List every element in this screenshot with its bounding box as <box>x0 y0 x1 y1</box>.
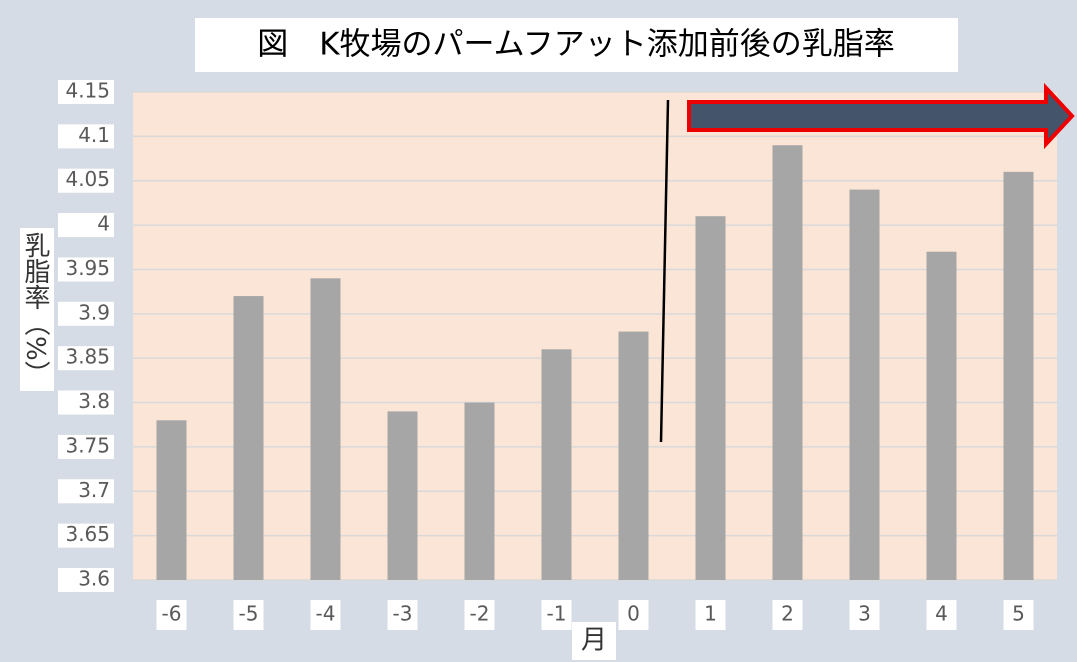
x-tick-label-box <box>618 600 649 630</box>
bar <box>618 331 649 580</box>
x-tick-label-box <box>464 600 495 630</box>
y-tick-label-box <box>58 80 114 104</box>
y-tick-label: 3.85 <box>65 345 110 369</box>
x-tick-label-box <box>772 600 803 630</box>
y-tick-label: 4.15 <box>65 79 110 103</box>
y-tick-label: 3.8 <box>78 389 110 413</box>
y-tick-label-box <box>58 168 114 193</box>
x-tick-label-box <box>310 600 341 630</box>
y-tick-label-box <box>58 257 114 282</box>
x-tick-label-box <box>1003 600 1034 630</box>
x-label-box <box>572 622 616 660</box>
x-tick-label: -6 <box>162 602 182 626</box>
x-tick-label: 3 <box>858 602 871 626</box>
x-tick-label: 0 <box>627 602 640 626</box>
x-tick-label: 5 <box>1012 602 1025 626</box>
y-tick-label: 3.9 <box>78 300 110 324</box>
divider-line <box>659 99 670 443</box>
y-tick-label: 3.7 <box>78 478 110 502</box>
y-tick-label: 4.1 <box>78 123 110 147</box>
bars <box>156 145 1034 580</box>
bar <box>310 278 341 580</box>
x-tick-label: -3 <box>393 602 413 626</box>
x-tick-label-box <box>926 600 957 630</box>
bar <box>464 402 495 580</box>
y-tick-label-box <box>58 346 114 371</box>
bar <box>541 349 572 580</box>
y-tick-label: 4.05 <box>65 167 110 191</box>
y-tick-label-box <box>58 523 114 548</box>
bar <box>233 296 264 580</box>
title-box <box>195 18 958 72</box>
bar <box>772 145 803 580</box>
y-tick-label-box <box>58 390 114 415</box>
x-tick-label: -4 <box>316 602 336 626</box>
x-tick-label-box <box>849 600 880 630</box>
y-tick-label: 3.6 <box>78 567 110 591</box>
y-axis-label: 乳脂率（%） <box>20 228 54 391</box>
bar <box>1003 171 1034 580</box>
x-tick-label: -2 <box>470 602 490 626</box>
y-tick-label: 3.95 <box>65 256 110 280</box>
x-axis-label: 月 <box>581 626 607 656</box>
x-tick-label-box <box>233 600 264 630</box>
bar <box>849 189 880 580</box>
x-tick-label: 1 <box>704 602 717 626</box>
arrow <box>687 82 1075 150</box>
x-tick-label-box <box>387 600 418 630</box>
y-tick-label: 3.75 <box>65 433 110 457</box>
x-tick-label: -5 <box>239 602 259 626</box>
chart-title: 図 K牧場のパームフアット添加前後の乳脂率 <box>257 27 895 63</box>
bar <box>926 251 957 580</box>
y-tick-label-box <box>58 213 114 238</box>
y-tick-label-box <box>58 434 114 459</box>
x-tick-label: -1 <box>547 602 567 626</box>
x-tick-label: 4 <box>935 602 948 626</box>
plot-area <box>133 92 1057 580</box>
y-tick-label-box <box>58 568 114 592</box>
x-tick-label-box <box>156 600 187 630</box>
y-tick-label-box <box>58 301 114 326</box>
x-tick-label-box <box>541 600 572 630</box>
bar <box>156 420 187 580</box>
x-tick-label: 2 <box>781 602 794 626</box>
y-tick-label-box <box>58 124 114 149</box>
x-tick-label-box <box>695 600 726 630</box>
bar <box>695 216 726 580</box>
grid <box>133 91 1057 581</box>
y-tick-label-box <box>58 479 114 504</box>
bar <box>387 411 418 580</box>
y-tick-label: 3.65 <box>65 522 110 546</box>
y-tick-label: 4 <box>97 212 110 236</box>
